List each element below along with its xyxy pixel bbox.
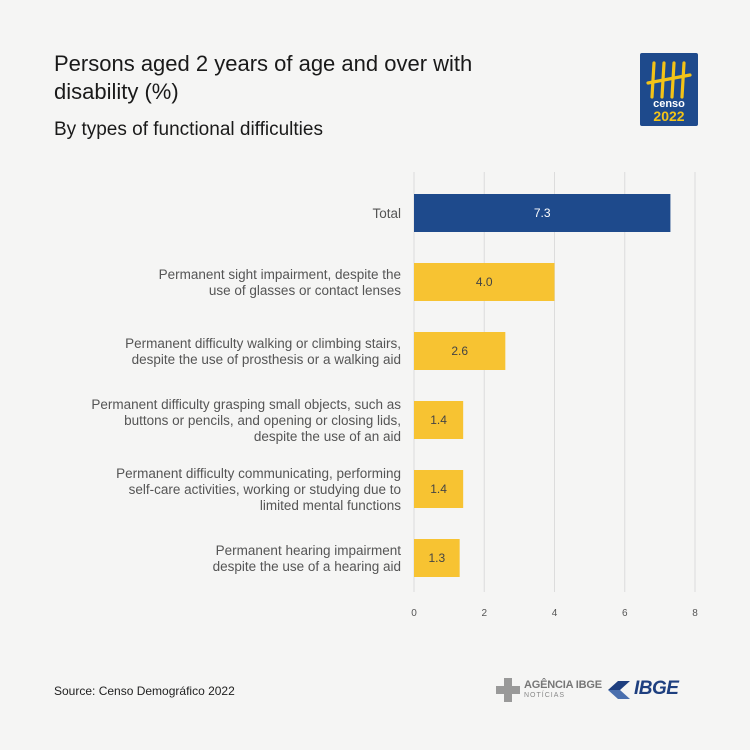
category-label: Permanent difficulty walking or climbing… bbox=[125, 336, 401, 367]
category-label: Permanent difficulty communicating, perf… bbox=[116, 466, 401, 513]
category-label-line: despite the use of an aid bbox=[254, 429, 401, 444]
bar bbox=[414, 194, 671, 232]
x-axis-ticks: 0 2 4 6 8 bbox=[411, 608, 698, 619]
x-tick-label: 2 bbox=[481, 608, 487, 619]
category-label-line: Permanent difficulty walking or climbing… bbox=[125, 336, 401, 351]
category-label-line: Total bbox=[372, 206, 401, 221]
category-label-line: limited mental functions bbox=[260, 498, 401, 513]
agencia-ibge-logo: AGÊNCIA IBGE NOTÍCIAS bbox=[496, 678, 602, 706]
category-labels: Total Permanent sight impairment, despite… bbox=[91, 206, 401, 574]
x-tick-label: 8 bbox=[692, 608, 698, 619]
chart-title: Persons aged 2 years of age and over wit… bbox=[54, 51, 473, 104]
bar-value-label: 1.3 bbox=[428, 551, 445, 565]
bar bbox=[414, 332, 506, 370]
category-label: Total bbox=[372, 206, 401, 221]
source-note: Source: Censo Demográfico 2022 bbox=[54, 684, 235, 698]
x-tick-label: 4 bbox=[552, 608, 558, 619]
x-tick-label: 6 bbox=[622, 608, 628, 619]
category-label-line: Permanent sight impairment, despite the bbox=[159, 267, 401, 282]
bar bbox=[414, 539, 460, 577]
logo-tally-marks bbox=[646, 61, 692, 99]
category-label: Permanent difficulty grasping small obje… bbox=[91, 397, 401, 444]
bar-value-label: 2.6 bbox=[451, 344, 468, 358]
category-label: Permanent sight impairment, despite the u… bbox=[159, 267, 402, 298]
agencia-name: AGÊNCIA IBGE bbox=[524, 679, 602, 691]
bar-value-label: 1.4 bbox=[430, 413, 447, 427]
category-label: Permanent hearing impairment despite the … bbox=[213, 543, 402, 574]
bar-value-label: 7.3 bbox=[534, 206, 551, 220]
category-label-line: Permanent difficulty communicating, perf… bbox=[116, 466, 401, 481]
ibge-icon bbox=[608, 681, 630, 699]
category-label-line: self-care activities, working or studyin… bbox=[129, 482, 401, 497]
gridlines bbox=[413, 172, 696, 592]
x-tick-label: 0 bbox=[411, 608, 417, 619]
category-label-line: use of glasses or contact lenses bbox=[209, 283, 401, 298]
chart-subtitle: By types of functional difficulties bbox=[54, 119, 323, 140]
category-label-line: Permanent difficulty grasping small obje… bbox=[91, 397, 401, 412]
bar bbox=[414, 470, 464, 508]
ibge-wordmark: IBGE bbox=[634, 678, 679, 699]
agencia-subtitle: NOTÍCIAS bbox=[524, 692, 566, 699]
bars: 7.3 4.0 2.6 1.4 1.4 1.3 bbox=[414, 194, 671, 577]
category-label-line: despite the use of prosthesis or a walki… bbox=[132, 352, 401, 367]
logo-word: censo bbox=[653, 98, 685, 110]
censo-2022-logo: censo 2022 bbox=[640, 53, 698, 126]
bar bbox=[414, 401, 464, 439]
category-label-line: despite the use of a hearing aid bbox=[213, 559, 401, 574]
category-label-line: buttons or pencils, and opening or closi… bbox=[124, 413, 401, 428]
agencia-icon bbox=[496, 678, 520, 702]
bar-value-label: 1.4 bbox=[430, 482, 447, 496]
bar-value-label: 4.0 bbox=[476, 275, 493, 289]
category-label-line: Permanent hearing impairment bbox=[216, 543, 402, 558]
bar bbox=[414, 263, 555, 301]
ibge-logo: IBGE bbox=[604, 678, 698, 702]
logo-year: 2022 bbox=[653, 108, 684, 124]
